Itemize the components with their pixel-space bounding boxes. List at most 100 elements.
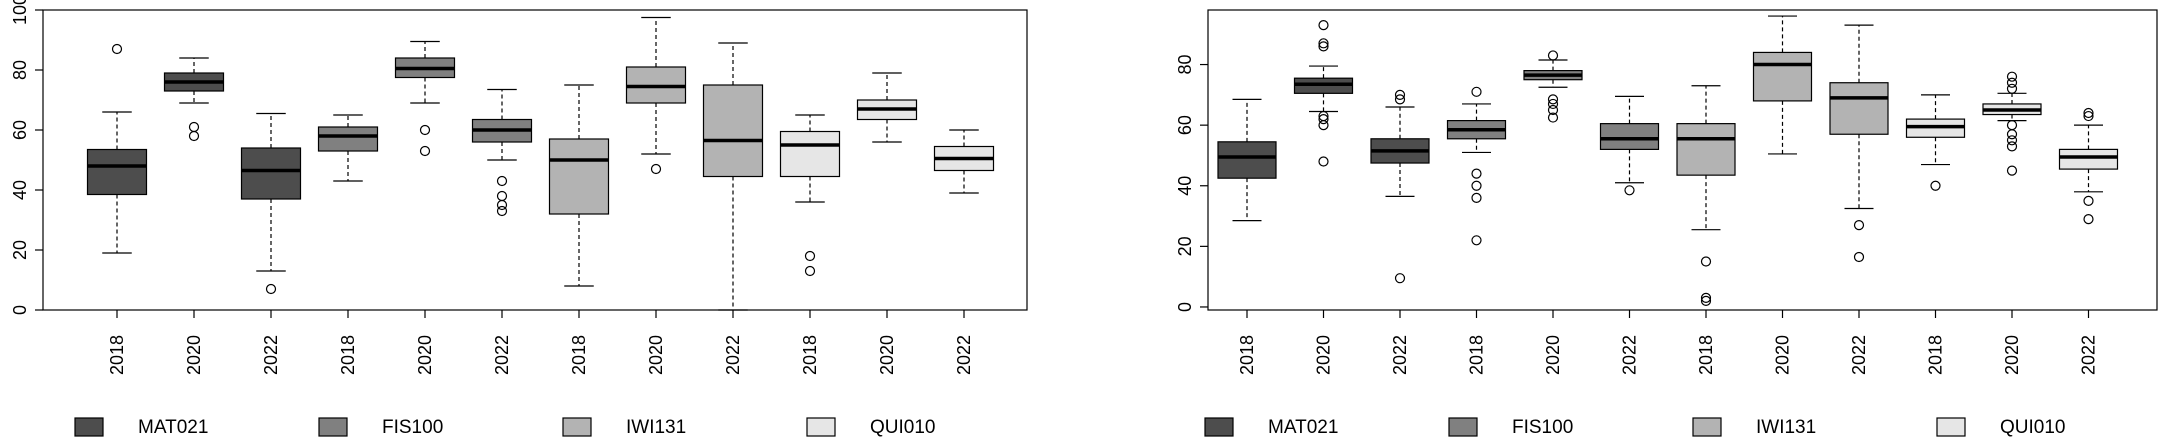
outlier-point [1318, 156, 1329, 167]
box-iwi131-2022 [702, 42, 764, 311]
outlier-point [2006, 141, 2018, 152]
outlier-point [2083, 195, 2094, 207]
x-tick-label: 2020 [2002, 335, 2022, 375]
box-qui010-2022 [2058, 107, 2119, 225]
iqr-box [317, 126, 379, 152]
outlier-point [2006, 120, 2018, 131]
x-tick-label: 2018 [1926, 335, 1946, 375]
y-tick-label: 100 [10, 0, 30, 25]
outlier-point [1318, 113, 1329, 125]
outlier-point [1471, 235, 1482, 246]
legend-label: QUI010 [870, 417, 935, 437]
iqr-box [1752, 51, 1813, 102]
outlier-point [419, 145, 431, 157]
legend-swatch [1204, 417, 1234, 437]
outlier-point [188, 121, 200, 133]
x-tick-label: 2020 [415, 335, 435, 375]
legend-label: IWI131 [1756, 417, 1816, 437]
outlier-point [1547, 50, 1559, 61]
outlier-point [1318, 38, 1329, 49]
outlier-point [419, 124, 431, 136]
x-tick-label: 2018 [1696, 335, 1716, 375]
box-fis100-2018 [317, 114, 379, 182]
outlier-point [188, 130, 200, 142]
legend-swatch [74, 417, 104, 437]
x-tick-label: 2022 [954, 335, 974, 375]
y-tick-label: 0 [1175, 302, 1195, 312]
box-iwi131-2018 [1676, 85, 1736, 307]
legend-item-mat021: MAT021 [1204, 417, 1338, 438]
outlier-point [2083, 107, 2094, 119]
legend-swatch [806, 417, 836, 437]
legend-swatch [1448, 417, 1478, 437]
legend-item-iwi131: IWI131 [562, 417, 686, 438]
outlier-point [1318, 110, 1329, 122]
legend-item-iwi131: IWI131 [1692, 417, 1816, 438]
box-fis100-2020 [394, 40, 456, 157]
legend-swatch [1692, 417, 1722, 437]
box-qui010-2020 [1982, 71, 2042, 176]
outlier-point [1700, 256, 1712, 267]
legend-2: MAT021 FIS100 IWI131 QUI010 [1204, 417, 2065, 438]
y-axis: 0 20 40 60 80 [1175, 55, 1208, 312]
outlier-point [496, 175, 508, 187]
legend-label: QUI010 [2000, 417, 2065, 437]
y-tick-label: 60 [10, 120, 30, 140]
x-tick-label: 2020 [1773, 335, 1793, 375]
legend-swatch [1936, 417, 1966, 437]
box-qui010-2018 [779, 114, 841, 277]
box-fis100-2022 [471, 88, 533, 217]
legend-item-qui010: QUI010 [806, 417, 935, 438]
y-axis: 0 20 40 60 80 100 [10, 0, 43, 315]
outlier-point [1394, 273, 1406, 284]
x-tick-label: 2022 [723, 335, 743, 375]
x-tick-label: 2022 [492, 335, 512, 375]
box-mat021-2022 [240, 112, 302, 295]
box-mat021-2020 [163, 57, 225, 142]
box-qui010-2022 [933, 129, 995, 194]
legend-swatch [318, 417, 348, 437]
plot-frame [1207, 9, 2158, 311]
outlier-point [2083, 110, 2094, 122]
legend-label: FIS100 [1512, 417, 1573, 437]
outlier-point [1624, 185, 1635, 196]
outlier-point [1471, 86, 1482, 97]
outlier-point [1471, 192, 1482, 203]
outlier-point [1547, 94, 1559, 105]
outlier-point [1547, 112, 1559, 123]
x-tick-label: 2018 [569, 335, 589, 375]
outlier-point [1700, 295, 1712, 307]
box-iwi131-2020 [1752, 15, 1813, 155]
x-tick-label: 2018 [1237, 335, 1257, 375]
x-tick-label: 2020 [1314, 335, 1334, 375]
legend-1: MAT021 FIS100 IWI131 QUI010 [74, 417, 935, 438]
y-tick-label: 80 [10, 60, 30, 80]
x-tick-label: 2018 [800, 335, 820, 375]
iqr-box [1217, 141, 1277, 179]
x-tick-label: 2020 [877, 335, 897, 375]
legend-item-qui010: QUI010 [1936, 417, 2065, 438]
iqr-box [702, 84, 764, 178]
legend-item-fis100: FIS100 [318, 417, 443, 438]
outlier-point [2006, 83, 2018, 94]
x-axis: 2018 2020 2022 2018 2020 2022 2018 2020 2022 2018… [1237, 310, 2099, 375]
iqr-box [2058, 148, 2119, 170]
outlier-point [804, 250, 816, 262]
outlier-point [496, 190, 508, 202]
x-tick-label: 2020 [1543, 335, 1563, 375]
chart-panel-2: 0 20 40 60 80 2018 2020 2022 2018 2020 2022 2018 202… [1175, 9, 2158, 375]
outlier-point [496, 199, 508, 211]
outlier-point [1318, 20, 1329, 31]
iqr-box [1676, 123, 1736, 176]
legend-label: MAT021 [1268, 417, 1338, 437]
outlier-point [1471, 180, 1482, 191]
outlier-point [1394, 89, 1406, 100]
outlier-point [2006, 71, 2018, 82]
x-tick-label: 2020 [184, 335, 204, 375]
iqr-box [240, 147, 302, 200]
outlier-point [265, 283, 277, 295]
box-iwi131-2022 [1829, 24, 1889, 263]
iqr-box [1829, 82, 1889, 135]
